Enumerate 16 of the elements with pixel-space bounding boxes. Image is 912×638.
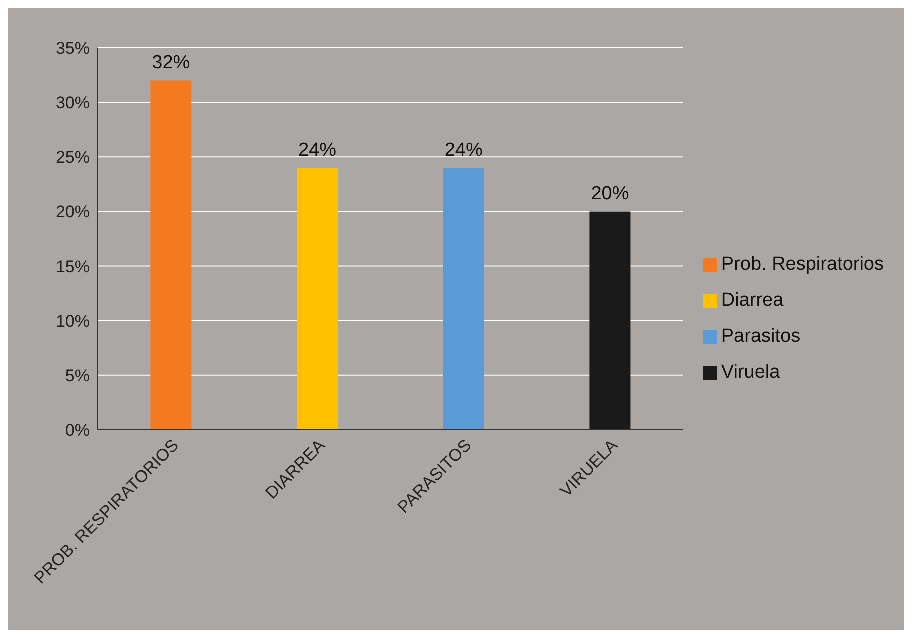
data-label: 20% xyxy=(591,184,630,205)
y-tick-label: 20% xyxy=(56,202,90,222)
legend-label: Viruela xyxy=(721,362,780,383)
y-tick-label: 35% xyxy=(56,39,90,58)
y-tick-label: 5% xyxy=(65,366,90,386)
y-tick-label: 15% xyxy=(56,257,90,276)
legend-label: Parasitos xyxy=(721,326,801,347)
data-label: 24% xyxy=(444,140,483,162)
legend-label: Diarrea xyxy=(721,290,784,311)
y-tick-label: 30% xyxy=(56,94,90,113)
data-label: 24% xyxy=(298,140,337,162)
y-tick-label: 10% xyxy=(56,312,90,331)
y-tick-label: 25% xyxy=(56,148,90,168)
y-tick-label: 0% xyxy=(65,421,90,440)
data-label: 32% xyxy=(152,52,190,74)
legend-label: Prob. Respiratorios xyxy=(721,254,884,275)
